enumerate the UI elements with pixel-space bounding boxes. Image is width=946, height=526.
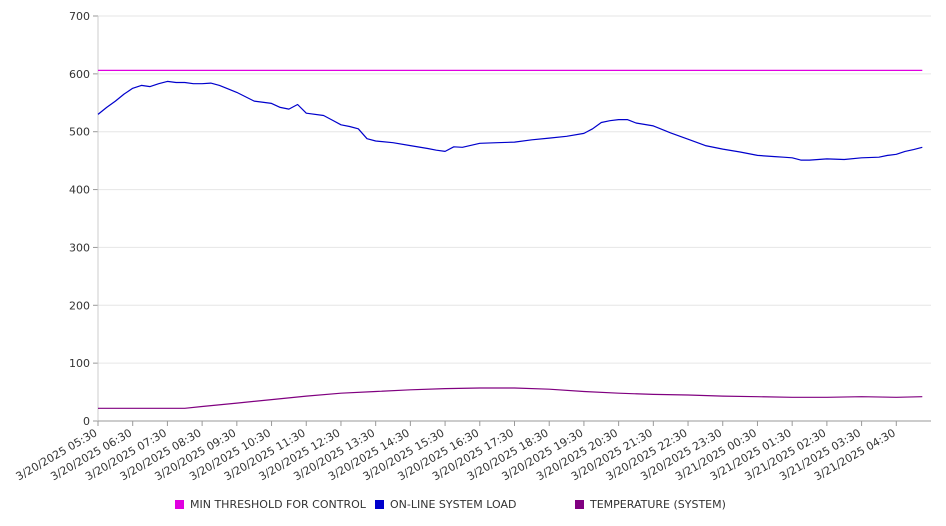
y-tick-label-500: 500	[69, 126, 90, 139]
y-tick-label-300: 300	[69, 241, 90, 254]
legend-swatch-min-threshold	[175, 500, 184, 509]
y-axis-tick-labels: 0 100 200 300 400 500 600 700	[69, 10, 90, 428]
series-line-on-line-system-load	[97, 80, 923, 161]
series-line-temperature-system	[98, 387, 923, 409]
x-axis-tick-labels: 3/20/2025 05:303/20/2025 06:303/20/2025 …	[14, 426, 898, 483]
legend-item-min-threshold[interactable]: MIN THRESHOLD FOR CONTROL	[175, 498, 366, 511]
legend-swatch-temperature	[575, 500, 584, 509]
y-tick-label-100: 100	[69, 357, 90, 370]
y-tick-label-0: 0	[83, 415, 90, 428]
legend-swatch-online-system-load	[375, 500, 384, 509]
chart-axes	[93, 15, 931, 426]
chart-legend: MIN THRESHOLD FOR CONTROL ON-LINE SYSTEM…	[0, 498, 946, 514]
y-tick-label-400: 400	[69, 184, 90, 197]
chart-grid	[98, 15, 931, 364]
y-tick-label-200: 200	[69, 299, 90, 312]
legend-label-temperature: TEMPERATURE (SYSTEM)	[590, 498, 726, 511]
legend-item-online-system-load[interactable]: ON-LINE SYSTEM LOAD	[375, 498, 516, 511]
y-tick-label-600: 600	[69, 68, 90, 81]
legend-label-online-system-load: ON-LINE SYSTEM LOAD	[390, 498, 517, 511]
legend-item-temperature[interactable]: TEMPERATURE (SYSTEM)	[575, 498, 726, 511]
chart-series-lines	[97, 69, 923, 409]
y-tick-label-700: 700	[69, 10, 90, 23]
legend-label-min-threshold: MIN THRESHOLD FOR CONTROL	[190, 498, 366, 511]
